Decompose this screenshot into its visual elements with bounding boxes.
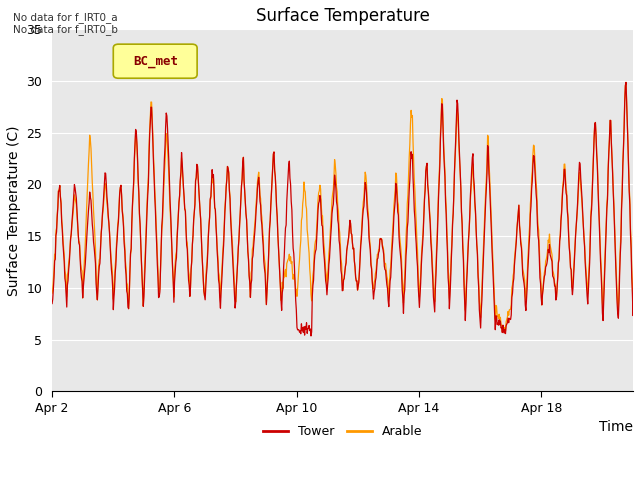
Arable xyxy=(630,288,637,294)
Text: No data for f_IRT0_a: No data for f_IRT0_a xyxy=(13,12,117,23)
Tower xyxy=(302,326,310,332)
Tower xyxy=(307,333,315,339)
Title: Surface Temperature: Surface Temperature xyxy=(255,7,429,25)
Arable xyxy=(302,203,310,208)
Arable xyxy=(77,266,85,272)
Arable xyxy=(408,113,416,119)
Y-axis label: Surface Temperature (C): Surface Temperature (C) xyxy=(7,125,21,296)
Tower xyxy=(77,275,85,281)
Line: Tower: Tower xyxy=(52,59,640,336)
Arable xyxy=(162,143,170,148)
Tower xyxy=(637,56,640,61)
Tower xyxy=(162,124,170,130)
Legend: Tower, Arable: Tower, Arable xyxy=(258,420,428,443)
X-axis label: Time: Time xyxy=(599,420,633,434)
Tower xyxy=(48,300,56,306)
Text: BC_met: BC_met xyxy=(133,55,178,68)
Tower xyxy=(409,175,417,180)
Tower xyxy=(630,288,637,294)
Arable xyxy=(500,329,508,335)
Text: No data for f_IRT0_b: No data for f_IRT0_b xyxy=(13,24,118,35)
Arable xyxy=(48,290,56,296)
Arable xyxy=(637,56,640,61)
Line: Arable: Arable xyxy=(52,59,640,332)
